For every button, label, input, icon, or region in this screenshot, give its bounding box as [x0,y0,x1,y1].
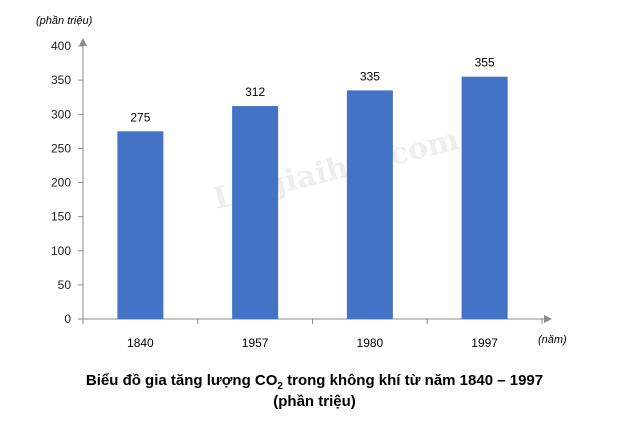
y-tick-label: 0 [64,312,71,326]
bar [461,76,508,320]
bar [117,131,164,319]
y-tick-label: 50 [58,278,72,292]
data-label: 275 [130,110,150,124]
title-suffix: trong không khí từ năm 1840 – 1997 [282,372,544,389]
y-axis-arrow [79,38,87,46]
title-prefix: Biểu đồ gia tăng lượng CO [85,372,278,389]
x-tick-label: 1840 [127,336,154,350]
bars [117,76,508,320]
y-tick-label: 100 [51,244,71,258]
data-label: 335 [360,69,380,83]
y-tick-label: 350 [51,73,71,87]
x-axis-arrow [544,315,552,323]
y-tick-label: 250 [51,141,71,155]
data-label: 312 [245,85,265,99]
bar [346,90,393,319]
title-subscript: 2 [277,381,283,392]
y-tick-label: 400 [51,39,71,53]
y-tick-label: 300 [51,107,71,121]
x-tick-label: 1997 [471,336,498,350]
chart-title-line2: (phần triệu) [273,393,356,410]
x-axis-title: (năm) [538,334,567,346]
y-tick-label: 200 [51,176,71,190]
bar [232,106,279,319]
labels: 0 50 100 150 200 250 300 350 400 (phần triệu) (năm… [36,15,567,350]
y-tick-label: 150 [51,210,71,224]
chart-title-line1: Biểu đồ gia tăng lượng CO2 trong không k… [0,372,629,392]
bar-chart: 0 50 100 150 200 250 300 350 400 (phần triệu) (năm… [36,15,567,350]
x-tick-label: 1980 [357,336,384,350]
y-axis-title: (phần triệu) [36,15,93,27]
x-tick-label: 1957 [242,336,269,350]
data-label: 355 [475,56,495,70]
